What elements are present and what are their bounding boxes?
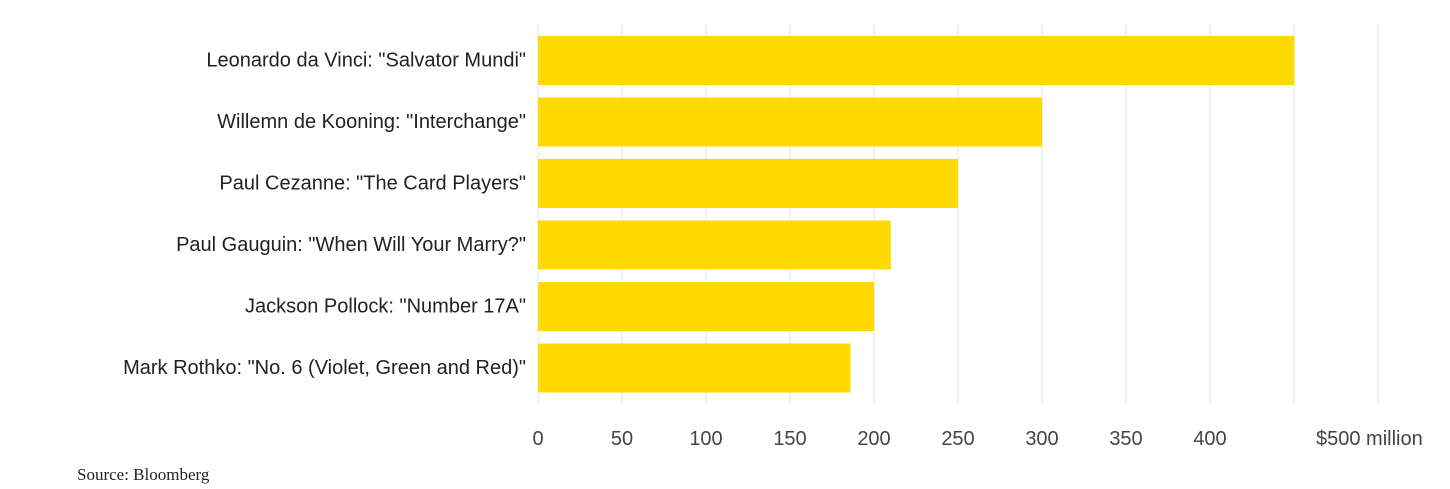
x-tick-label: 0 bbox=[532, 428, 543, 450]
x-tick-label: 250 bbox=[941, 428, 974, 450]
x-tick-label: 200 bbox=[857, 428, 890, 450]
bar bbox=[538, 97, 1042, 147]
x-tick-label: 150 bbox=[773, 428, 806, 450]
x-tick-label: 50 bbox=[611, 428, 633, 450]
category-label: Mark Rothko: "No. 6 (Violet, Green and R… bbox=[123, 357, 526, 379]
x-tick-label: 350 bbox=[1109, 428, 1142, 450]
category-label: Willemn de Kooning: "Interchange" bbox=[217, 111, 526, 133]
category-label: Leonardo da Vinci: "Salvator Mundi" bbox=[206, 50, 526, 72]
bar bbox=[538, 343, 851, 393]
bar bbox=[538, 282, 874, 331]
x-tick-label: $500 million bbox=[1316, 428, 1423, 450]
x-tick-label: 100 bbox=[689, 428, 722, 450]
bar bbox=[538, 220, 891, 270]
bar bbox=[538, 36, 1295, 85]
category-label: Paul Cezanne: "The Card Players" bbox=[219, 173, 526, 195]
bars bbox=[538, 36, 1295, 393]
category-label: Jackson Pollock: "Number 17A" bbox=[245, 296, 526, 318]
category-label: Paul Gauguin: "When Will Your Marry?" bbox=[176, 234, 526, 256]
category-labels: Leonardo da Vinci: "Salvator Mundi" Wille… bbox=[123, 50, 526, 380]
bar bbox=[538, 159, 958, 208]
grid-lines bbox=[537, 24, 1379, 405]
x-axis-ticks: 0 50 100 150 200 250 300 350 400 $500 million bbox=[532, 428, 1422, 450]
x-tick-label: 300 bbox=[1025, 428, 1058, 450]
bar-chart: Leonardo da Vinci: "Salvator Mundi" Wille… bbox=[123, 24, 1423, 450]
source-note: Source: Bloomberg bbox=[77, 465, 210, 484]
x-tick-label: 400 bbox=[1193, 428, 1226, 450]
